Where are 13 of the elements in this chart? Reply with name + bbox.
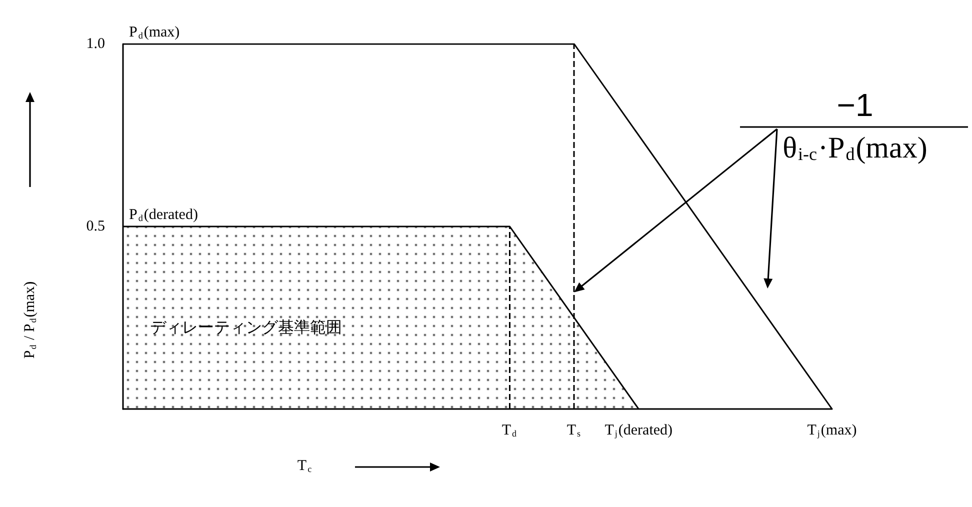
annotation: ディレーティング基準範囲 [150,318,342,336]
annotation: θi-c·Pd(max) [782,132,928,164]
series-label: Pd(max) [129,24,180,40]
x-tick-label: Ts [566,422,582,438]
x-axis-title: Tc [297,458,312,474]
y-tick-label: 0.5 [86,218,105,234]
x-tick-label: Tj(derated) [604,422,673,438]
series-label: Pd(derated) [129,207,198,223]
y-axis-title: Pd / Pd(max) [22,281,38,359]
text: −1 [836,87,874,123]
y-tick-label: 1.0 [86,36,105,52]
x-tick-label: Td [502,422,518,438]
x-tick-label: Tj(max) [807,422,857,438]
